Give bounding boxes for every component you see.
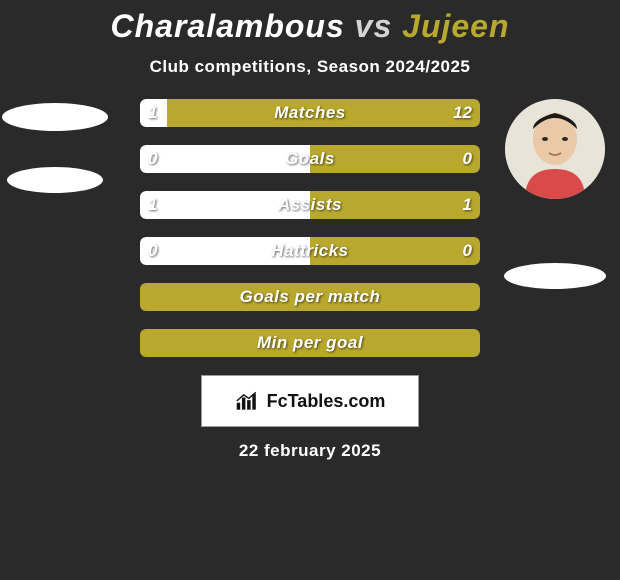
title-vs: vs xyxy=(355,8,393,44)
stat-bar: Hattricks00 xyxy=(140,237,480,265)
stat-bar-fill-right xyxy=(310,145,480,173)
stat-bar-fill-left xyxy=(140,191,310,219)
stat-bars: Matches112 Goals00 Assists11 Hattricks00 Goa… xyxy=(140,99,480,357)
title: Charalambous vs Jujeen xyxy=(110,8,509,45)
stat-bar: Matches112 xyxy=(140,99,480,127)
player2-avatar-column xyxy=(500,99,610,289)
player1-ellipse-top xyxy=(2,103,108,131)
player1-avatar-column xyxy=(0,99,110,193)
logo-icon xyxy=(235,390,261,412)
logo-text: FcTables.com xyxy=(267,391,386,412)
title-player1: Charalambous xyxy=(110,8,344,44)
stat-bar-track xyxy=(140,99,480,127)
stat-bar: Goals00 xyxy=(140,145,480,173)
stat-bar-fill-right xyxy=(310,237,480,265)
stat-bar: Goals per match xyxy=(140,283,480,311)
stat-bar-track xyxy=(140,329,480,357)
stat-bar: Assists11 xyxy=(140,191,480,219)
stat-bar-track xyxy=(140,191,480,219)
stat-bar-fill-right xyxy=(310,191,480,219)
player1-ellipse-bottom xyxy=(7,167,103,193)
subtitle: Club competitions, Season 2024/2025 xyxy=(150,57,471,77)
stat-bar-track xyxy=(140,283,480,311)
stat-bar-track xyxy=(140,237,480,265)
stat-bar-fill-left xyxy=(140,237,310,265)
stat-bar-fill-right xyxy=(167,99,480,127)
player2-avatar xyxy=(505,99,605,199)
date: 22 february 2025 xyxy=(239,441,381,461)
stat-bar-track xyxy=(140,145,480,173)
player2-ellipse-bottom xyxy=(504,263,606,289)
logo-box: FcTables.com xyxy=(201,375,419,427)
title-player2: Jujeen xyxy=(402,8,509,44)
stat-bar-fill-left xyxy=(140,99,167,127)
stat-bar-fill-left xyxy=(140,145,310,173)
comparison-infographic: Charalambous vs Jujeen Club competitions… xyxy=(0,0,620,580)
stat-bar-fill-right xyxy=(140,329,480,357)
stat-bar-fill-right xyxy=(140,283,480,311)
stat-bar: Min per goal xyxy=(140,329,480,357)
face-icon xyxy=(505,99,605,199)
stats-stage: Matches112 Goals00 Assists11 Hattricks00 Goa… xyxy=(0,99,620,357)
